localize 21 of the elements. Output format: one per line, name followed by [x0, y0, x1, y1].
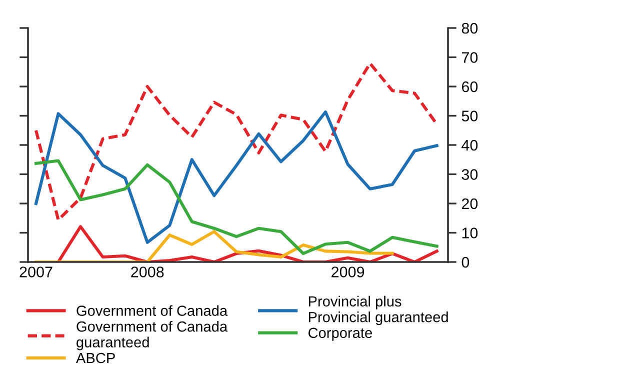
line-series — [34, 62, 438, 222]
y-tick-label: 20 — [462, 198, 478, 210]
x-tick-label: 2009 — [332, 266, 364, 278]
y-tick-label: 40 — [462, 140, 478, 151]
y-tick-label: 80 — [462, 22, 478, 34]
line-series — [34, 159, 438, 256]
y-tick-label: 60 — [462, 81, 478, 92]
x-tick-label: 2007 — [20, 266, 52, 278]
y-tick-label: 30 — [462, 169, 478, 180]
legend-label: Government of Canada guaranteed — [76, 320, 228, 350]
legend-label: ABCP — [76, 352, 115, 364]
y-tick-label: 0 — [462, 256, 470, 268]
x-tick-label: 2008 — [131, 266, 164, 278]
legend-label: Corporate — [308, 328, 372, 341]
y-tick-label: 10 — [462, 228, 478, 238]
y-tick-label: 70 — [462, 52, 478, 63]
line-series — [34, 110, 438, 244]
legend-label: Government of Canada — [76, 305, 228, 316]
legend-label: Provincial plus Provincial guaranteed — [308, 296, 448, 326]
y-tick-label: 50 — [462, 110, 478, 122]
line-series — [34, 230, 394, 262]
